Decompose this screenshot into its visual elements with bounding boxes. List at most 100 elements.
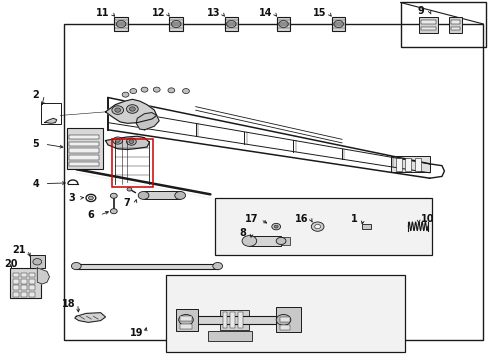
Text: 9: 9	[417, 6, 424, 17]
Bar	[276, 17, 290, 31]
Bar	[41, 103, 61, 125]
Bar	[143, 192, 180, 199]
Bar	[13, 292, 19, 297]
Polygon shape	[44, 118, 57, 123]
Circle shape	[242, 235, 256, 246]
Circle shape	[33, 258, 41, 265]
Circle shape	[130, 89, 137, 94]
Circle shape	[311, 222, 324, 231]
Circle shape	[115, 139, 120, 142]
Bar	[66, 128, 103, 169]
Bar	[21, 273, 27, 277]
Circle shape	[126, 138, 136, 145]
Circle shape	[171, 21, 181, 27]
Bar	[30, 255, 44, 268]
Bar	[238, 312, 243, 328]
Bar	[169, 17, 183, 31]
Circle shape	[126, 105, 138, 113]
Bar	[249, 235, 281, 246]
Circle shape	[153, 87, 160, 92]
Bar	[114, 17, 128, 31]
Circle shape	[116, 21, 125, 27]
Bar	[76, 264, 217, 269]
Text: 15: 15	[313, 8, 326, 18]
Bar	[10, 268, 41, 298]
Text: 2: 2	[32, 90, 39, 100]
Bar	[180, 324, 191, 329]
Text: 5: 5	[32, 139, 39, 149]
Text: 1: 1	[350, 215, 357, 224]
Polygon shape	[136, 113, 159, 130]
Bar	[331, 17, 345, 31]
Text: 13: 13	[206, 8, 220, 18]
Circle shape	[212, 262, 222, 270]
Circle shape	[178, 315, 193, 325]
Text: 3: 3	[68, 193, 75, 203]
Bar	[207, 331, 251, 341]
Bar	[166, 275, 405, 352]
Bar	[29, 285, 35, 290]
Bar	[185, 316, 283, 324]
Bar	[29, 273, 35, 277]
Circle shape	[274, 225, 278, 228]
Bar	[281, 237, 289, 245]
Polygon shape	[75, 313, 105, 322]
Circle shape	[141, 87, 148, 92]
Circle shape	[276, 315, 290, 325]
Text: 10: 10	[420, 215, 433, 224]
Circle shape	[129, 140, 134, 143]
Bar	[21, 285, 27, 290]
Circle shape	[314, 225, 320, 229]
Bar	[112, 139, 153, 187]
Bar	[230, 312, 235, 328]
Bar	[220, 310, 249, 330]
Text: 18: 18	[62, 299, 76, 309]
Circle shape	[88, 196, 93, 200]
Circle shape	[113, 137, 122, 144]
Bar	[21, 292, 27, 297]
Circle shape	[174, 192, 185, 199]
Bar	[13, 273, 19, 277]
Bar	[69, 155, 99, 159]
Circle shape	[278, 21, 288, 27]
Circle shape	[138, 192, 149, 199]
Circle shape	[333, 21, 343, 27]
Text: 11: 11	[96, 8, 110, 18]
Bar	[449, 27, 459, 30]
Bar	[64, 24, 483, 339]
Circle shape	[276, 237, 285, 244]
Bar	[279, 317, 290, 322]
Circle shape	[127, 188, 132, 191]
Circle shape	[71, 262, 81, 270]
Bar	[13, 279, 19, 284]
Bar	[400, 3, 485, 47]
Bar	[69, 141, 99, 146]
Circle shape	[129, 107, 135, 111]
Text: 6: 6	[87, 210, 94, 220]
Bar	[21, 279, 27, 284]
Polygon shape	[105, 136, 149, 149]
Bar	[69, 148, 99, 153]
Circle shape	[110, 209, 117, 214]
Bar	[449, 20, 459, 24]
Circle shape	[271, 224, 280, 230]
Text: 20: 20	[5, 259, 18, 269]
Bar	[13, 285, 19, 290]
Bar	[390, 156, 429, 172]
Bar	[215, 198, 431, 255]
Text: 7: 7	[123, 198, 130, 208]
Circle shape	[110, 193, 117, 198]
Bar	[276, 307, 300, 332]
Text: 14: 14	[258, 8, 272, 18]
Bar	[176, 309, 198, 330]
Bar	[405, 158, 410, 171]
Text: 17: 17	[244, 215, 258, 224]
Bar	[29, 279, 35, 284]
Text: 4: 4	[32, 179, 39, 189]
Bar	[69, 135, 99, 139]
Bar	[222, 312, 227, 328]
Text: 12: 12	[151, 8, 164, 18]
Circle shape	[167, 88, 174, 93]
Bar	[279, 325, 290, 330]
Text: 16: 16	[295, 215, 308, 224]
